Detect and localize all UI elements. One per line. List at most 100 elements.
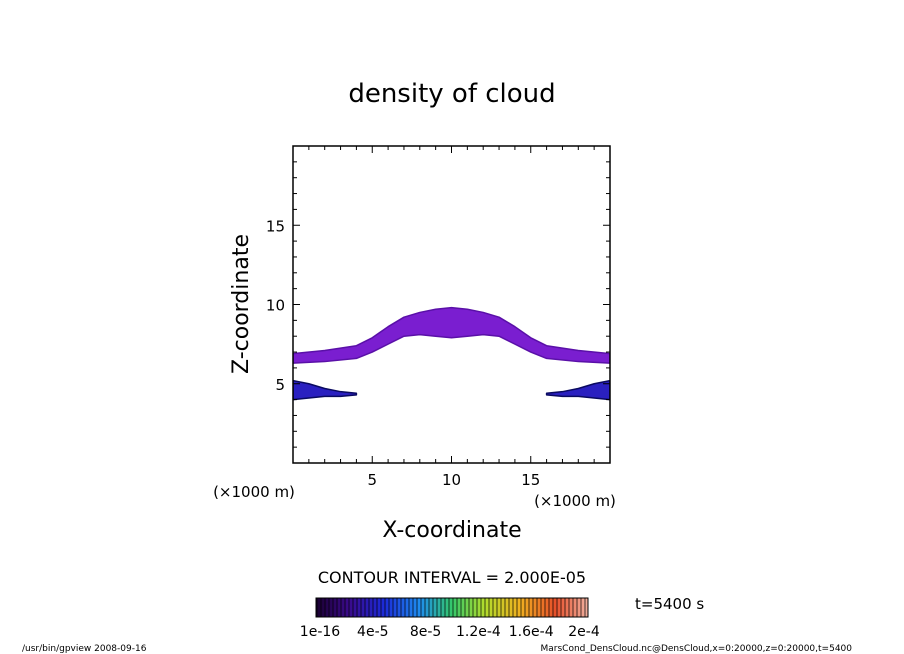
colorbar-band — [568, 598, 570, 617]
y-axis-label: Z-coordinate — [229, 234, 254, 374]
colorbar-band — [400, 598, 402, 617]
colorbar-band — [364, 598, 366, 617]
colorbar-band — [496, 598, 498, 617]
contour-interval: CONTOUR INTERVAL = 2.000E-05 — [318, 568, 586, 587]
colorbar-band — [448, 598, 450, 617]
colorbar-band — [384, 598, 386, 617]
colorbar-band — [500, 598, 502, 617]
colorbar-tick-labels: 1e-16 4e-5 8e-5 1.2e-4 1.6e-4 2e-4 — [300, 624, 600, 640]
colorbar-band — [328, 598, 330, 617]
cloud-region-upper-arch — [293, 306, 610, 364]
colorbar-band — [560, 598, 562, 617]
y-tick-label: 5 — [275, 376, 285, 394]
colorbar-band — [440, 598, 442, 617]
colorbar-band — [336, 598, 338, 617]
colorbar-band — [552, 598, 554, 617]
x-tick-label: 10 — [442, 471, 461, 489]
colorbar-band — [436, 598, 438, 617]
x-tick-labels: 5 10 15 — [367, 471, 540, 489]
colorbar-tick-label: 1e-16 — [300, 624, 340, 640]
colorbar-band — [408, 598, 410, 617]
chart-title: density of cloud — [348, 79, 555, 109]
colorbar-band — [576, 598, 578, 617]
colorbar-band — [580, 598, 582, 617]
colorbar-band — [480, 598, 482, 617]
colorbar-band — [476, 598, 478, 617]
axis-ticks — [293, 146, 610, 463]
y-tick-label: 10 — [266, 297, 285, 315]
colorbar-band — [464, 598, 466, 617]
colorbar-band — [488, 598, 490, 617]
colorbar-band — [324, 598, 326, 617]
colorbar-band — [340, 598, 342, 617]
colorbar-band — [492, 598, 494, 617]
colorbar-band — [556, 598, 558, 617]
colorbar-band — [368, 598, 370, 617]
y-axis-unit: (×1000 m) — [213, 483, 295, 501]
colorbar-tick-label: 2e-4 — [568, 624, 600, 640]
colorbar-band — [344, 598, 346, 617]
colorbar-band — [452, 598, 454, 617]
colorbar-tick-label: 1.2e-4 — [456, 624, 501, 640]
colorbar-band — [444, 598, 446, 617]
colorbar — [315, 597, 589, 618]
colorbar-band — [532, 598, 534, 617]
colorbar-band — [432, 598, 434, 617]
footer-left: /usr/bin/gpview 2008-09-16 — [22, 644, 147, 654]
colorbar-band — [516, 598, 518, 617]
colorbar-band — [520, 598, 522, 617]
colorbar-tick-label: 4e-5 — [357, 624, 388, 640]
colorbar-band — [504, 598, 506, 617]
colorbar-band — [352, 598, 354, 617]
plot-frame — [292, 145, 611, 464]
colorbar-band — [392, 598, 394, 617]
colorbar-band — [428, 598, 430, 617]
time-label: t=5400 s — [635, 595, 704, 613]
colorbar-band — [564, 598, 566, 617]
y-tick-labels: 5 10 15 — [266, 217, 285, 394]
y-tick-label: 15 — [266, 217, 285, 235]
x-axis-unit: (×1000 m) — [534, 492, 616, 510]
colorbar-band — [584, 598, 586, 617]
colorbar-band — [540, 598, 542, 617]
colorbar-band — [416, 598, 418, 617]
footer-right: MarsCond_DensCloud.nc@DensCloud,x=0:2000… — [541, 644, 853, 654]
colorbar-band — [456, 598, 458, 617]
colorbar-tick-label: 1.6e-4 — [509, 624, 554, 640]
colorbar-band — [468, 598, 470, 617]
colorbar-band — [548, 598, 550, 617]
colorbar-band — [376, 598, 378, 617]
colorbar-bands — [316, 598, 586, 617]
colorbar-band — [424, 598, 426, 617]
colorbar-band — [372, 598, 374, 617]
cloud-region-lower-right — [545, 379, 610, 401]
colorbar-band — [396, 598, 398, 617]
colorbar-band — [536, 598, 538, 617]
colorbar-band — [544, 598, 546, 617]
cloud-regions — [293, 306, 610, 401]
colorbar-band — [348, 598, 350, 617]
colorbar-band — [472, 598, 474, 617]
colorbar-band — [528, 598, 530, 617]
colorbar-band — [460, 598, 462, 617]
colorbar-band — [388, 598, 390, 617]
colorbar-band — [356, 598, 358, 617]
x-axis-label: X-coordinate — [382, 518, 521, 543]
cloud-region-lower-left — [293, 379, 358, 401]
colorbar-band — [412, 598, 414, 617]
colorbar-band — [360, 598, 362, 617]
x-tick-label: 5 — [367, 471, 377, 489]
x-tick-label: 15 — [521, 471, 540, 489]
colorbar-band — [332, 598, 334, 617]
colorbar-band — [316, 598, 318, 617]
colorbar-band — [524, 598, 526, 617]
colorbar-band — [512, 598, 514, 617]
colorbar-band — [420, 598, 422, 617]
colorbar-band — [572, 598, 574, 617]
colorbar-band — [320, 598, 322, 617]
colorbar-tick-label: 8e-5 — [410, 624, 441, 640]
colorbar-band — [508, 598, 510, 617]
colorbar-band — [380, 598, 382, 617]
colorbar-band — [484, 598, 486, 617]
